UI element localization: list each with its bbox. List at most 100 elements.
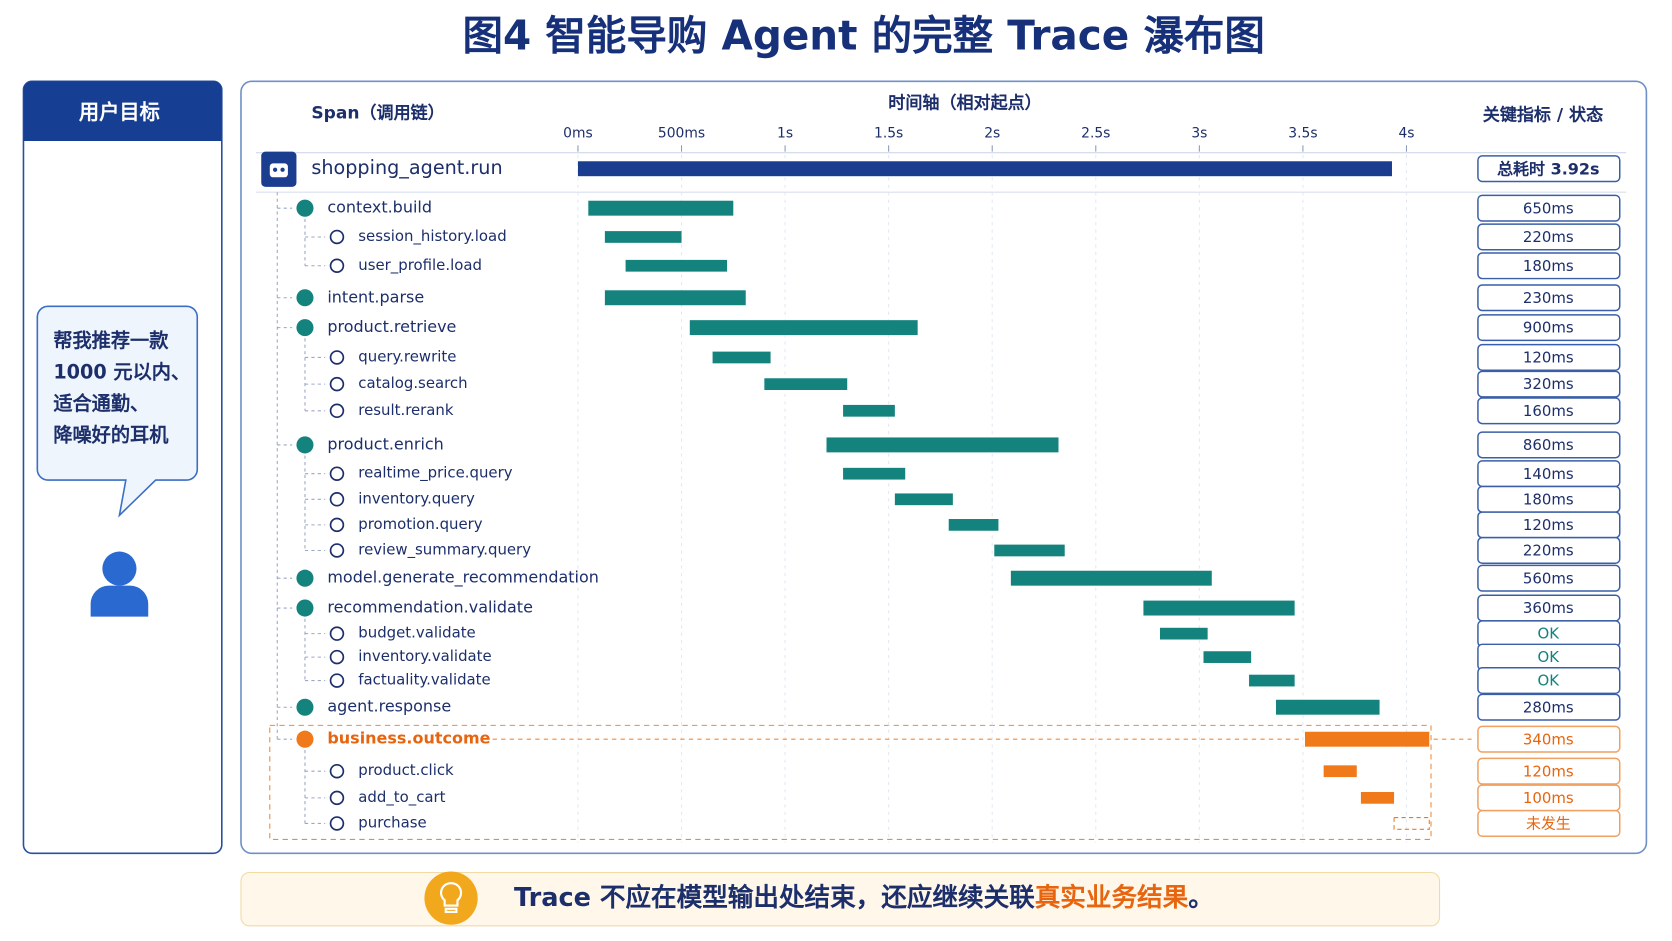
speech-bubble (36, 305, 199, 518)
span-bar (1304, 731, 1430, 747)
span-icon (329, 626, 345, 641)
metric-label: OK (1538, 648, 1561, 666)
metric-box (1477, 252, 1621, 280)
span-bar (948, 519, 999, 531)
footer-text: Trace 不应在模型输出处结束，还应继续关联真实业务结果。 (514, 882, 1214, 913)
span-icon (329, 403, 345, 419)
goal-header-bg (23, 81, 222, 142)
span-bar (1143, 600, 1295, 616)
metric-label: 未发生 (1526, 815, 1571, 833)
metric-box (1477, 757, 1621, 785)
x-tick-label: 4s (1398, 126, 1414, 142)
span-icon (296, 569, 314, 587)
span-bar (577, 161, 1392, 177)
footer-part: 。 (1188, 883, 1214, 913)
span-icon (296, 730, 314, 748)
span-icon (329, 790, 345, 806)
x-tick-label: 1.5s (874, 126, 903, 142)
metric-box (1477, 284, 1621, 312)
trace-panel (240, 80, 1648, 855)
span-bar (1159, 627, 1208, 640)
span-name: business.outcome (327, 729, 490, 748)
x-tick-label: 0ms (563, 126, 593, 142)
metric-label: 650ms (1523, 199, 1574, 217)
span-icon (296, 698, 314, 716)
span-icon (329, 350, 345, 365)
span-name: query.rewrite (358, 347, 456, 365)
span-icon (296, 599, 314, 617)
metric-label: 230ms (1523, 289, 1574, 307)
metric-box (1477, 314, 1621, 342)
span-name: agent.response (327, 697, 451, 716)
span-name: inventory.validate (358, 647, 491, 665)
span-bar (843, 467, 906, 480)
metric-label: OK (1538, 625, 1561, 643)
span-icon (329, 492, 345, 507)
bulb-icon (424, 871, 478, 925)
span-bar (604, 231, 682, 243)
user-icon-body (90, 585, 149, 617)
metric-box (1477, 693, 1621, 721)
span-bar (764, 378, 848, 390)
metric-label: 120ms (1523, 516, 1574, 534)
span-name: inventory.query (358, 489, 475, 507)
span-bar (1275, 699, 1380, 715)
span-icon (329, 543, 345, 558)
metric-box (1477, 194, 1621, 222)
x-tick-label: 3.5s (1288, 126, 1317, 142)
metric-box (1477, 155, 1621, 183)
bubble-line: 帮我推荐一款 (53, 329, 169, 352)
span-name: product.enrich (327, 434, 443, 453)
span-name: intent.parse (327, 287, 424, 306)
metric-box (1477, 397, 1621, 425)
x-tick-label: 2s (984, 126, 1000, 142)
span-name: model.generate_recommendation (327, 568, 599, 588)
span-icon (329, 517, 345, 533)
span-icon (296, 319, 314, 337)
x-tick-label: 2.5s (1081, 126, 1110, 142)
metric-label: 340ms (1523, 730, 1574, 748)
user-icon-head (102, 551, 137, 586)
span-bar (994, 544, 1065, 557)
metric-box (1477, 564, 1621, 592)
span-icon (296, 199, 314, 217)
span-icon (329, 376, 345, 392)
span-icon (329, 763, 345, 779)
span-bar (689, 320, 918, 336)
metric-label: 120ms (1523, 349, 1574, 367)
x-tick-label: 3s (1191, 126, 1207, 142)
span-name: factuality.validate (358, 671, 490, 689)
span-name: product.retrieve (327, 317, 456, 336)
span-name: product.click (358, 761, 454, 779)
bubble-text: 帮我推荐一款 1000 元以内、适合通勤、降噪好的耳机 (53, 329, 190, 446)
metric-label: 180ms (1523, 490, 1574, 508)
span-name: user_profile.load (358, 256, 482, 274)
span-name: context.build (327, 198, 432, 217)
span-name: realtime_price.query (358, 464, 512, 482)
metric-label: 220ms (1523, 228, 1574, 246)
metric-label: 860ms (1523, 436, 1574, 454)
metric-header: 关键指标 / 状态 (1483, 104, 1603, 125)
bubble-line: 适合通勤、 (53, 392, 149, 415)
metric-label: 140ms (1523, 465, 1574, 483)
span-icon (329, 229, 345, 245)
span-bar (1323, 765, 1357, 778)
metric-label: 560ms (1523, 569, 1574, 587)
span-name: result.rerank (358, 401, 454, 419)
root-icon-eye (280, 167, 285, 172)
metric-label: 120ms (1523, 762, 1574, 780)
metric-label: 360ms (1523, 599, 1574, 617)
metric-label: OK (1538, 672, 1561, 690)
root-icon-eye (272, 167, 278, 172)
span-bar (894, 493, 953, 506)
span-icon (329, 649, 345, 665)
bulb-glyph (440, 882, 463, 914)
span-bar (588, 200, 734, 216)
axis-title: 时间轴（相对起点） (888, 93, 1041, 114)
footer-part: Trace 不应在模型输出处结束，还应继续关联 (514, 882, 1035, 913)
x-tick-label: 500ms (658, 126, 705, 142)
metric-box (1477, 223, 1621, 251)
metric-label: 总耗时 3.92s (1497, 159, 1599, 178)
